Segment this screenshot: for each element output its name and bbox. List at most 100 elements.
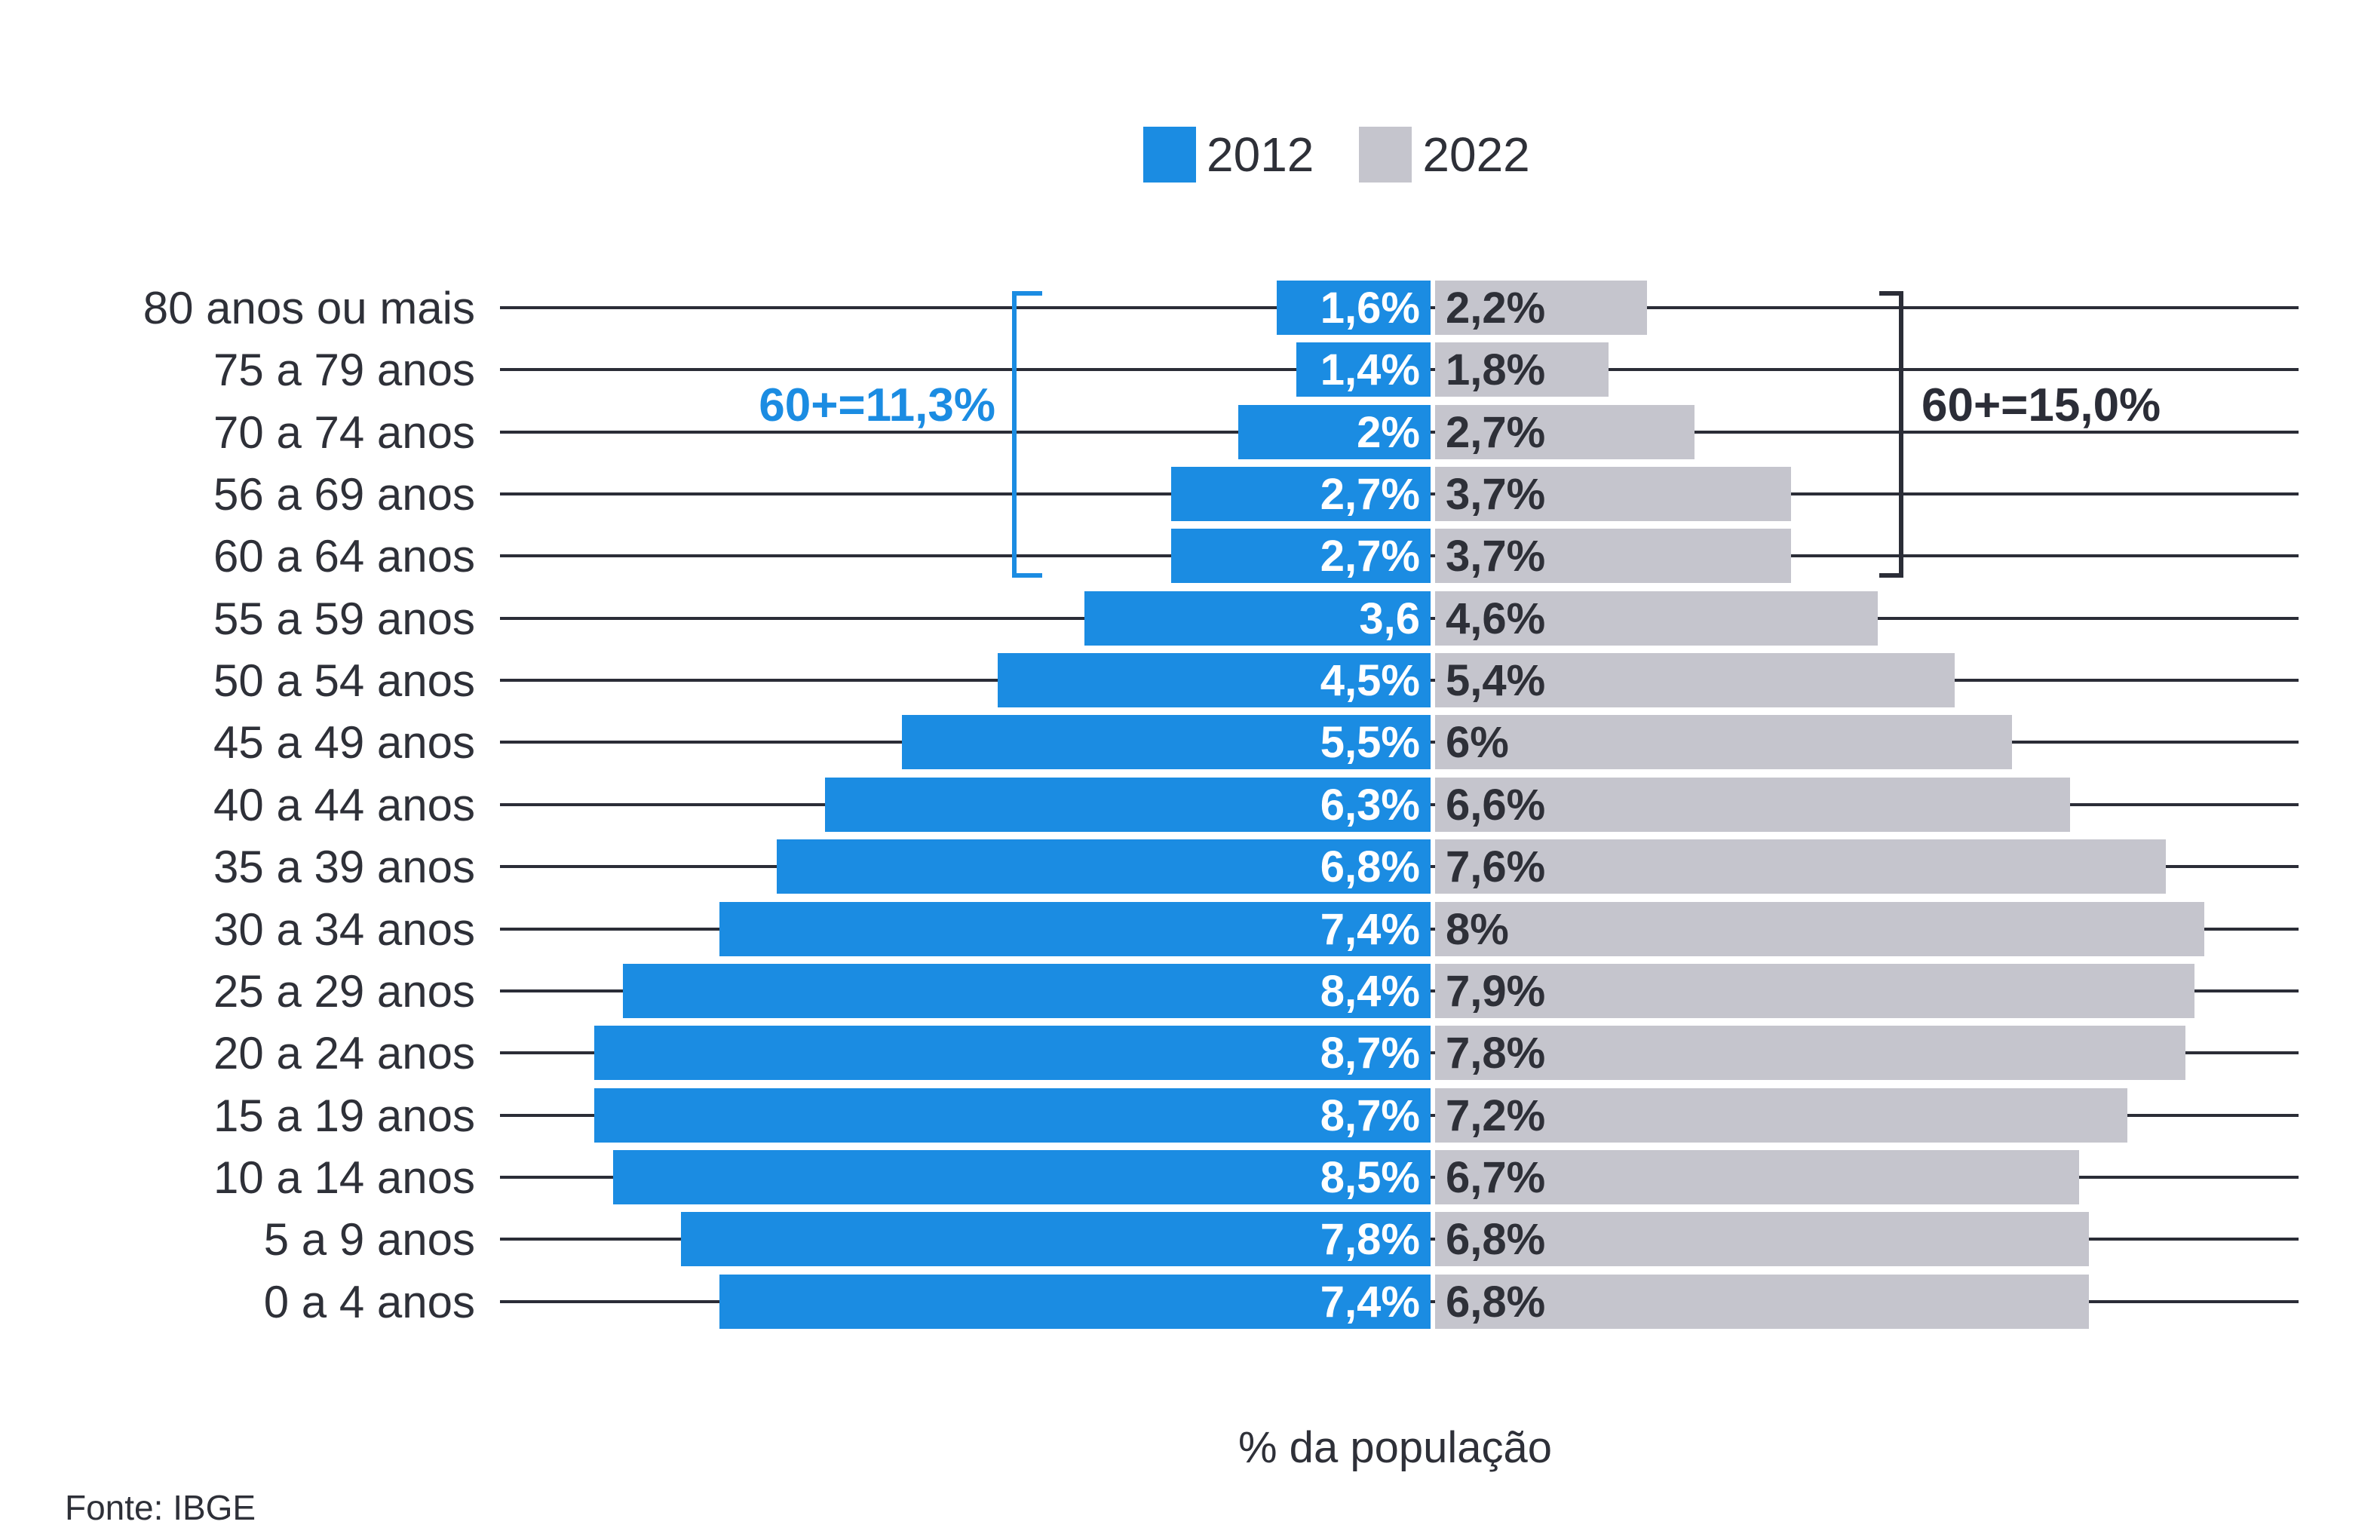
pyramid-row: 70 a 74 anos 2% 2,7% bbox=[0, 405, 2380, 459]
value-label-2012: 7,4% bbox=[1320, 1278, 1420, 1327]
bar-2022: 7,9% bbox=[1435, 964, 2195, 1018]
bracket-60plus-2022 bbox=[1879, 291, 1903, 578]
value-label-2022: 2,7% bbox=[1446, 408, 1546, 457]
bar-2012: 7,4% bbox=[719, 902, 1431, 956]
x-axis-label: % da população bbox=[1238, 1423, 1552, 1472]
legend-item-2012: 2012 bbox=[1143, 127, 1314, 183]
value-label-2012: 8,4% bbox=[1320, 967, 1420, 1016]
bar-2022: 7,2% bbox=[1435, 1088, 2127, 1143]
value-label-2022: 2,2% bbox=[1446, 284, 1546, 333]
pyramid-row: 5 a 9 anos 7,8% 6,8% bbox=[0, 1212, 2380, 1266]
bar-2012: 8,4% bbox=[623, 964, 1431, 1018]
pyramid-row: 0 a 4 anos 7,4% 6,8% bbox=[0, 1275, 2380, 1329]
category-label: 40 a 44 anos bbox=[213, 780, 475, 830]
bar-2012: 2,7% bbox=[1170, 529, 1431, 583]
bar-2022: 6,6% bbox=[1435, 778, 2070, 832]
value-label-2012: 8,7% bbox=[1320, 1029, 1420, 1078]
bar-2012: 7,8% bbox=[680, 1212, 1431, 1266]
bar-2022: 6,8% bbox=[1435, 1275, 2089, 1329]
value-label-2022: 7,6% bbox=[1446, 842, 1546, 891]
category-label: 45 a 49 anos bbox=[213, 717, 475, 768]
bar-2012: 7,4% bbox=[719, 1275, 1431, 1329]
pyramid-row: 60 a 64 anos 2,7% 3,7% bbox=[0, 529, 2380, 583]
bar-2022: 5,4% bbox=[1435, 653, 1955, 707]
category-label: 30 a 34 anos bbox=[213, 904, 475, 955]
value-label-2012: 6,8% bbox=[1320, 842, 1420, 891]
value-label-2012: 8,7% bbox=[1320, 1091, 1420, 1140]
category-label: 25 a 29 anos bbox=[213, 966, 475, 1017]
legend: 2012 2022 bbox=[1143, 127, 1530, 183]
category-label: 55 a 59 anos bbox=[213, 594, 475, 644]
bar-2012: 8,7% bbox=[593, 1026, 1431, 1080]
annotation-60plus-2022: 60+=15,0% bbox=[1921, 379, 2161, 431]
value-label-2012: 7,8% bbox=[1320, 1215, 1420, 1264]
value-label-2022: 7,9% bbox=[1446, 967, 1546, 1016]
pyramid-row: 50 a 54 anos 4,5% 5,4% bbox=[0, 653, 2380, 707]
value-label-2022: 6,8% bbox=[1446, 1215, 1546, 1264]
category-label: 50 a 54 anos bbox=[213, 655, 475, 706]
pyramid-row: 80 anos ou mais 1,6% 2,2% bbox=[0, 281, 2380, 335]
annotation-60plus-2012: 60+=11,3% bbox=[759, 379, 995, 431]
bar-2012: 4,5% bbox=[998, 653, 1431, 707]
value-label-2012: 2% bbox=[1357, 408, 1420, 457]
value-label-2022: 7,8% bbox=[1446, 1029, 1546, 1078]
category-label: 35 a 39 anos bbox=[213, 842, 475, 892]
bar-2022: 6,7% bbox=[1435, 1150, 2080, 1204]
value-label-2012: 5,5% bbox=[1320, 718, 1420, 767]
value-label-2022: 6,7% bbox=[1446, 1153, 1546, 1202]
category-label: 5 a 9 anos bbox=[263, 1214, 475, 1265]
legend-swatch-2012 bbox=[1143, 127, 1196, 183]
value-label-2012: 6,3% bbox=[1320, 781, 1420, 830]
pyramid-row: 35 a 39 anos 6,8% 7,6% bbox=[0, 839, 2380, 894]
category-label: 70 a 74 anos bbox=[213, 407, 475, 458]
category-label: 10 a 14 anos bbox=[213, 1152, 475, 1203]
category-label: 20 a 24 anos bbox=[213, 1028, 475, 1078]
bar-2012: 6,8% bbox=[777, 839, 1431, 894]
bar-2022: 6% bbox=[1435, 715, 2012, 769]
pyramid-row: 45 a 49 anos 5,5% 6% bbox=[0, 715, 2380, 769]
pyramid-row: 25 a 29 anos 8,4% 7,9% bbox=[0, 964, 2380, 1018]
bar-2012: 8,5% bbox=[613, 1150, 1431, 1204]
value-label-2022: 3,7% bbox=[1446, 532, 1546, 581]
bar-2012: 1,4% bbox=[1296, 342, 1431, 397]
bar-2022: 3,7% bbox=[1435, 529, 1791, 583]
category-label: 15 a 19 anos bbox=[213, 1091, 475, 1141]
value-label-2012: 2,7% bbox=[1320, 470, 1420, 519]
category-label: 60 a 64 anos bbox=[213, 531, 475, 581]
bar-2012: 5,5% bbox=[901, 715, 1431, 769]
bar-2012: 8,7% bbox=[593, 1088, 1431, 1143]
bar-2022: 1,8% bbox=[1435, 342, 1609, 397]
value-label-2022: 8% bbox=[1446, 905, 1509, 954]
bar-2022: 3,7% bbox=[1435, 467, 1791, 521]
legend-label-2022: 2022 bbox=[1422, 127, 1530, 182]
pyramid-row: 30 a 34 anos 7,4% 8% bbox=[0, 902, 2380, 956]
bar-2022: 8% bbox=[1435, 902, 2204, 956]
value-label-2012: 1,4% bbox=[1320, 345, 1420, 394]
bar-2012: 2% bbox=[1238, 405, 1431, 459]
pyramid-row: 20 a 24 anos 8,7% 7,8% bbox=[0, 1026, 2380, 1080]
value-label-2022: 6% bbox=[1446, 718, 1509, 767]
value-label-2022: 4,6% bbox=[1446, 594, 1546, 643]
value-label-2022: 6,6% bbox=[1446, 781, 1546, 830]
value-label-2022: 3,7% bbox=[1446, 470, 1546, 519]
category-label: 75 a 79 anos bbox=[213, 345, 475, 395]
category-label: 56 a 69 anos bbox=[213, 469, 475, 520]
legend-label-2012: 2012 bbox=[1207, 127, 1314, 182]
bar-2012: 6,3% bbox=[824, 778, 1431, 832]
bar-2022: 4,6% bbox=[1435, 591, 1878, 646]
pyramid-row: 15 a 19 anos 8,7% 7,2% bbox=[0, 1088, 2380, 1143]
source-note: Fonte: IBGE bbox=[65, 1488, 256, 1527]
value-label-2012: 3,6 bbox=[1359, 594, 1420, 643]
value-label-2012: 4,5% bbox=[1320, 656, 1420, 705]
rows: 80 anos ou mais 1,6% 2,2% 75 a 79 anos 1,4% 1… bbox=[0, 281, 2380, 1330]
pyramid-row: 75 a 79 anos 1,4% 1,8% bbox=[0, 342, 2380, 397]
bar-2022: 6,8% bbox=[1435, 1212, 2089, 1266]
value-label-2012: 1,6% bbox=[1320, 284, 1420, 333]
bar-2012: 3,6 bbox=[1084, 591, 1431, 646]
legend-swatch-2022 bbox=[1359, 127, 1412, 183]
category-label: 0 a 4 anos bbox=[263, 1277, 475, 1327]
category-label: 80 anos ou mais bbox=[143, 283, 475, 333]
bar-2022: 2,7% bbox=[1435, 405, 1695, 459]
pyramid-row: 55 a 59 anos 3,6 4,6% bbox=[0, 591, 2380, 646]
